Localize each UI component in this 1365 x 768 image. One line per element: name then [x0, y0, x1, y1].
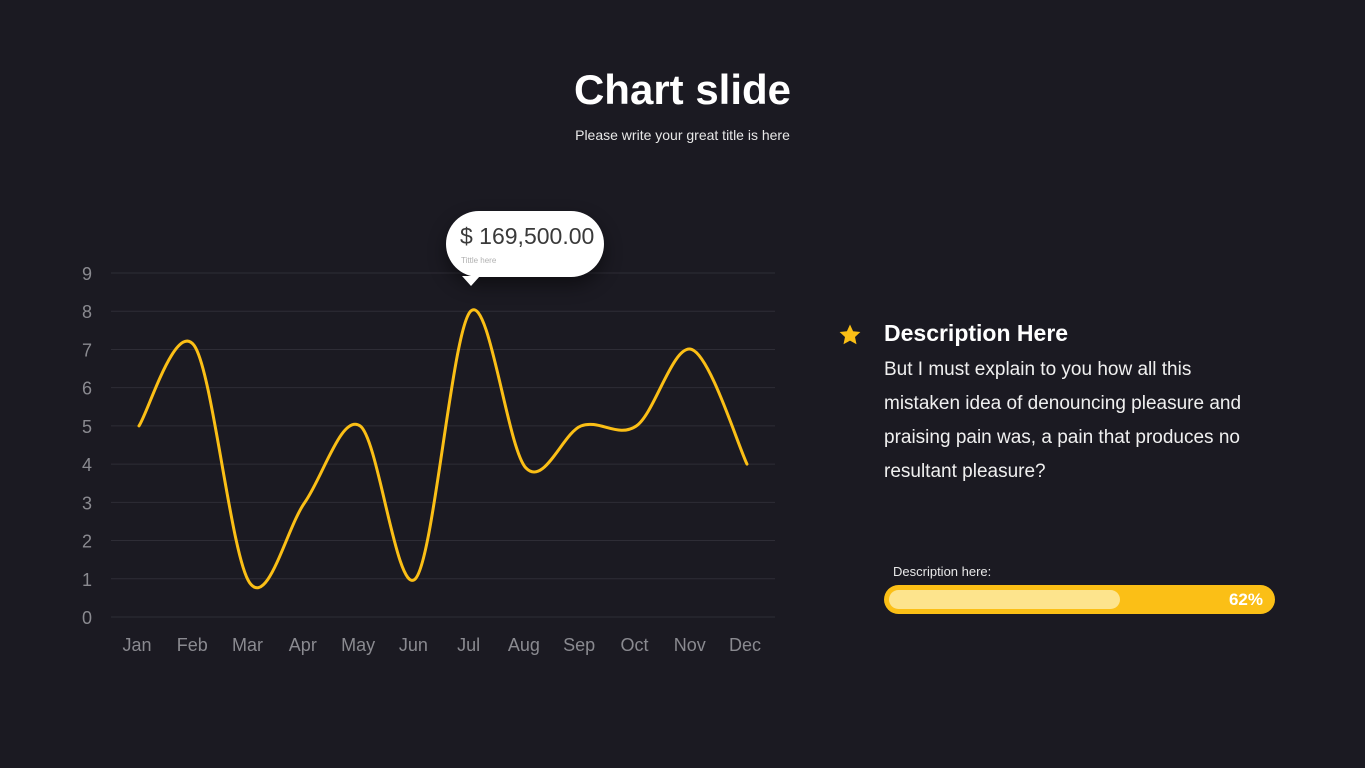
y-tick-label: 9	[82, 264, 92, 284]
line-chart: 0 1 2 3 4 5 6 7 8 9 Jan Feb Mar Apr May Jun Jul Aug Sep Oc…	[82, 264, 775, 655]
x-tick-label: Apr	[289, 635, 317, 655]
slide-title: Chart slide	[573, 66, 792, 113]
x-tick-label: Mar	[232, 635, 263, 655]
x-tick-label: Feb	[177, 635, 208, 655]
progress-fill	[889, 590, 1120, 609]
tooltip-subtitle: Tittle here	[461, 256, 497, 265]
x-tick-label: Oct	[620, 635, 648, 655]
progress-bar: 62%	[884, 585, 1275, 614]
x-tick-label: Jan	[122, 635, 151, 655]
x-tick-label: May	[341, 635, 375, 655]
y-tick-label: 6	[82, 379, 92, 399]
y-tick-label: 7	[82, 340, 92, 360]
y-tick-label: 5	[82, 417, 92, 437]
x-tick-label: Sep	[563, 635, 595, 655]
y-tick-label: 1	[82, 570, 92, 590]
y-tick-label: 3	[82, 493, 92, 513]
y-tick-label: 8	[82, 302, 92, 322]
x-tick-label: Dec	[729, 635, 761, 655]
chart-gridlines	[111, 272, 775, 618]
slide-subtitle: Please write your great title is here	[575, 127, 790, 143]
description-body: But I must explain to you how all this m…	[884, 359, 1242, 482]
progress-value: 62%	[1228, 590, 1263, 609]
y-axis-ticks: 0 1 2 3 4 5 6 7 8 9	[82, 264, 92, 628]
tooltip-value: $ 169,500.00	[460, 223, 595, 249]
y-tick-label: 0	[82, 608, 92, 628]
value-tooltip: $ 169,500.00 Tittle here	[446, 211, 604, 286]
description-heading: Description Here	[884, 320, 1069, 346]
x-axis-ticks: Jan Feb Mar Apr May Jun Jul Aug Sep Oct Nov Dec	[122, 635, 761, 655]
x-tick-label: Nov	[674, 635, 706, 655]
series-line	[137, 308, 749, 590]
x-tick-label: Aug	[508, 635, 540, 655]
star-icon	[839, 324, 861, 345]
x-tick-label: Jun	[399, 635, 428, 655]
y-tick-label: 4	[82, 455, 92, 475]
y-tick-label: 2	[82, 532, 92, 552]
x-tick-label: Jul	[457, 635, 480, 655]
progress-label: Description here:	[893, 564, 992, 579]
